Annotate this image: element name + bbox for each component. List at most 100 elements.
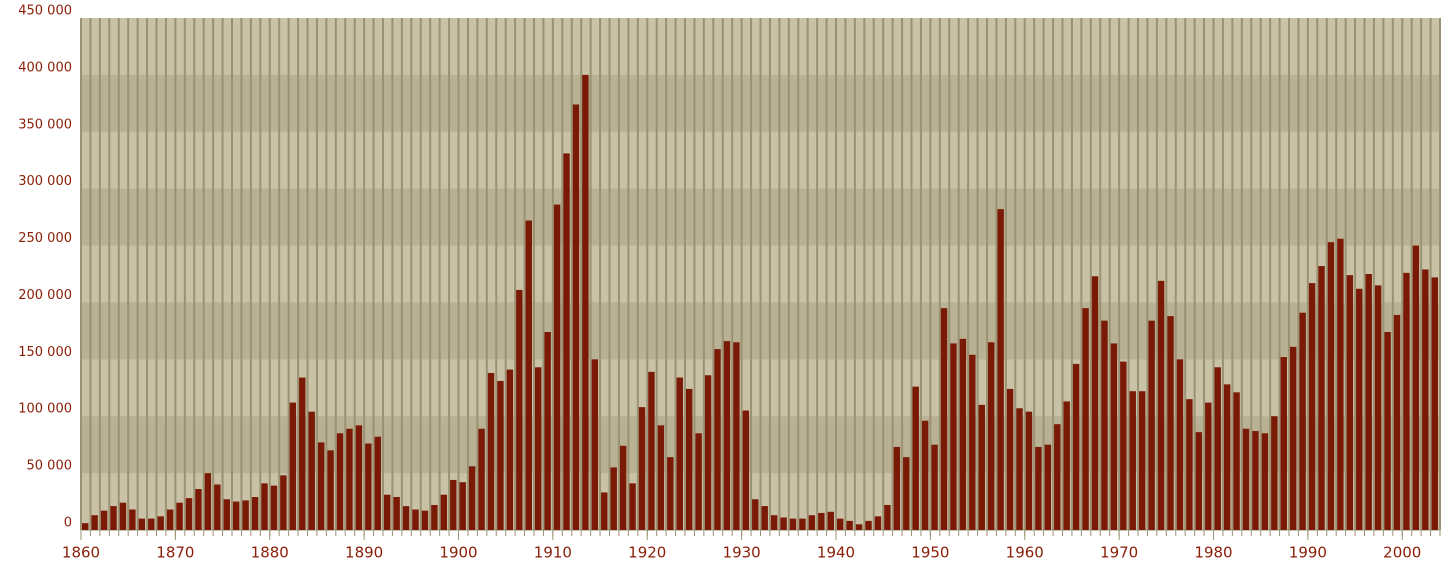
bar xyxy=(553,204,561,530)
bar xyxy=(129,509,136,530)
bar xyxy=(1242,428,1250,530)
bar xyxy=(393,497,400,530)
x-tick-label: 1920 xyxy=(628,544,666,562)
bar xyxy=(572,104,580,531)
bar xyxy=(421,510,429,530)
y-tick-label: 450 000 xyxy=(18,4,72,19)
y-tick-label: 50 000 xyxy=(27,459,73,474)
bar xyxy=(780,517,787,530)
bar xyxy=(1044,444,1052,530)
bar xyxy=(261,483,268,530)
bar xyxy=(1374,285,1382,530)
bar xyxy=(638,407,646,530)
bar xyxy=(799,518,806,530)
bar xyxy=(601,492,608,530)
bar xyxy=(912,386,919,530)
x-tick-label: 1880 xyxy=(251,544,289,562)
x-tick-label: 1950 xyxy=(911,544,949,562)
x-tick-label: 1890 xyxy=(345,544,383,562)
bar xyxy=(317,442,325,530)
bar xyxy=(525,220,532,530)
bar xyxy=(204,473,212,530)
bar xyxy=(846,520,853,530)
bar xyxy=(1157,280,1165,530)
bar xyxy=(1365,274,1372,530)
bar xyxy=(459,482,466,530)
bar xyxy=(978,404,985,530)
bar xyxy=(431,504,438,530)
bar xyxy=(346,428,353,530)
bar xyxy=(1214,367,1221,530)
bar xyxy=(723,341,731,530)
bar xyxy=(884,504,891,530)
bar xyxy=(1063,401,1070,530)
bar xyxy=(1280,357,1287,530)
bar xyxy=(629,483,636,530)
y-tick-label: 200 000 xyxy=(18,288,72,303)
bar xyxy=(818,512,825,530)
bar xyxy=(808,515,816,530)
bar xyxy=(148,518,155,530)
bar xyxy=(837,518,844,530)
bar xyxy=(733,342,740,530)
bar xyxy=(1072,363,1080,530)
bar xyxy=(214,484,221,530)
bar xyxy=(365,443,372,530)
bar xyxy=(1205,402,1212,530)
bar xyxy=(921,420,929,530)
bar xyxy=(1431,277,1438,530)
bar xyxy=(1035,446,1042,530)
bar xyxy=(1271,416,1278,530)
bar xyxy=(950,343,957,530)
bar xyxy=(82,523,89,530)
bar xyxy=(251,497,259,530)
bar xyxy=(676,377,683,530)
bar xyxy=(374,436,381,530)
bar xyxy=(1308,283,1316,530)
bar xyxy=(686,388,693,530)
bar xyxy=(695,433,702,530)
x-tick-label: 1860 xyxy=(62,544,100,562)
bar xyxy=(1176,359,1184,530)
bar xyxy=(176,502,183,530)
bar xyxy=(1384,332,1391,530)
bar xyxy=(1120,361,1127,530)
bar xyxy=(582,74,589,530)
x-tick-label: 1990 xyxy=(1289,544,1327,562)
x-tick-label: 1900 xyxy=(439,544,477,562)
bar xyxy=(761,506,768,530)
bar xyxy=(497,380,504,530)
bar xyxy=(1290,346,1297,530)
bar xyxy=(619,445,627,530)
bar xyxy=(384,494,391,530)
bar xyxy=(1318,266,1325,530)
x-tick-label: 1910 xyxy=(534,544,572,562)
bar xyxy=(478,428,485,530)
bar xyxy=(1393,314,1401,530)
bar xyxy=(100,510,108,530)
bar xyxy=(1016,408,1023,530)
y-tick-label: 0 xyxy=(64,516,72,531)
bar xyxy=(185,498,193,530)
bar xyxy=(969,354,976,530)
bar xyxy=(742,410,750,530)
bar xyxy=(893,446,901,530)
x-tick-label: 1940 xyxy=(817,544,855,562)
x-tick-label: 2000 xyxy=(1383,544,1421,562)
bar xyxy=(959,338,967,530)
bar xyxy=(770,515,778,530)
y-tick-label: 100 000 xyxy=(18,402,72,417)
x-tick-label: 1980 xyxy=(1194,544,1232,562)
bar xyxy=(752,499,759,530)
bar xyxy=(242,500,249,530)
bar xyxy=(874,516,882,530)
bar xyxy=(903,457,910,530)
bar xyxy=(657,425,665,530)
bar xyxy=(516,289,523,530)
bar xyxy=(1346,275,1354,530)
bar xyxy=(1403,272,1410,530)
bar xyxy=(1195,432,1203,530)
bar xyxy=(610,467,617,530)
bar xyxy=(223,499,230,530)
